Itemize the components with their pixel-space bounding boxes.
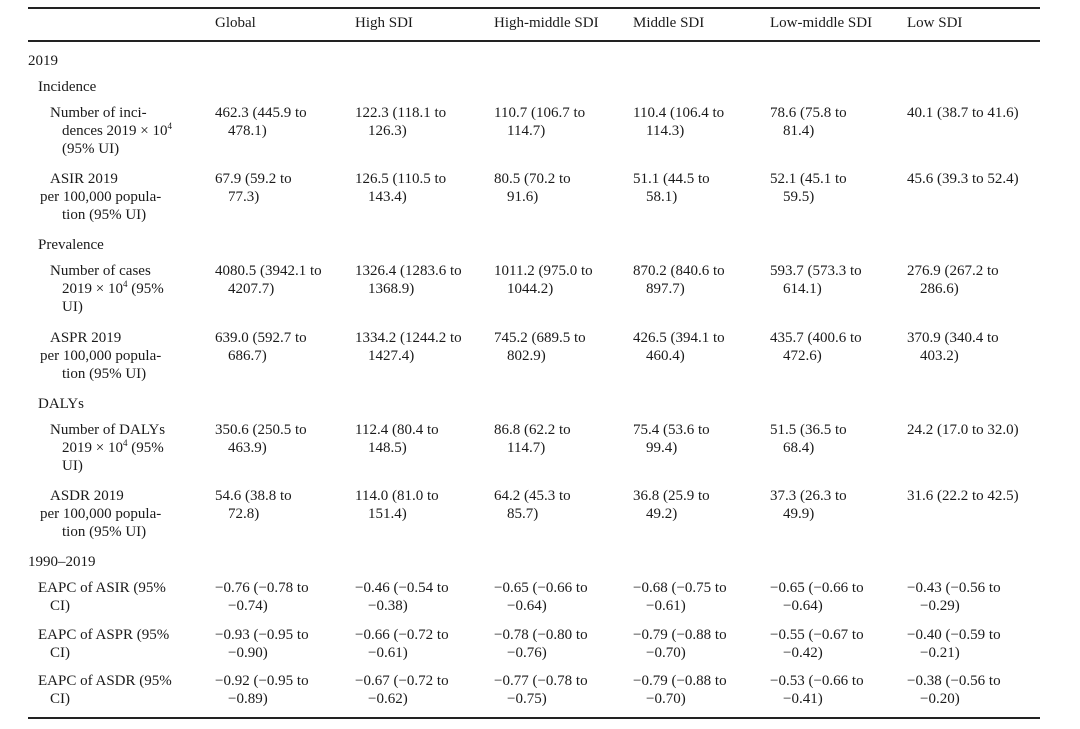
table-cell: −0.55 (−0.67 to −0.42) xyxy=(770,627,864,661)
table-cell: 426.5 (394.1 to 460.4) xyxy=(633,330,725,364)
table-cell: 435.7 (400.6 to 472.6) xyxy=(770,330,862,364)
table-cell: 370.9 (340.4 to 403.2) xyxy=(907,330,999,364)
table-cell: 4080.5 (3942.1 to 4207.7) xyxy=(215,263,322,297)
table-cell: 110.7 (106.7 to 114.7) xyxy=(494,105,586,139)
section-prevalence: Prevalence xyxy=(38,237,104,253)
table-header-rule xyxy=(28,40,1040,42)
table-cell: 51.5 (36.5 to 68.4) xyxy=(770,422,847,456)
row-label-incidence-number: Number of inci- dences 2019 × 104 (95% U… xyxy=(50,105,173,157)
table-cell: −0.65 (−0.66 to −0.64) xyxy=(494,580,588,614)
table-cell: 45.6 (39.3 to 52.4) xyxy=(907,171,1019,187)
table-cell: 462.3 (445.9 to 478.1) xyxy=(215,105,307,139)
table-cell: 122.3 (118.1 to 126.3) xyxy=(355,105,447,139)
table-cell: 54.6 (38.8 to 72.8) xyxy=(215,488,292,522)
col-header-low-middle-sdi: Low-middle SDI xyxy=(770,15,873,31)
table-cell: 1326.4 (1283.6 to 1368.9) xyxy=(355,263,462,297)
table-cell: −0.76 (−0.78 to −0.74) xyxy=(215,580,309,614)
table-cell: −0.67 (−0.72 to −0.62) xyxy=(355,673,449,707)
table-cell: −0.92 (−0.95 to −0.89) xyxy=(215,673,309,707)
table-cell: 37.3 (26.3 to 49.9) xyxy=(770,488,847,522)
col-header-middle-sdi: Middle SDI xyxy=(633,15,705,31)
table-cell: 593.7 (573.3 to 614.1) xyxy=(770,263,862,297)
table-cell: 870.2 (840.6 to 897.7) xyxy=(633,263,725,297)
table-cell: −0.93 (−0.95 to −0.90) xyxy=(215,627,309,661)
table-top-rule xyxy=(28,7,1040,9)
table-cell: 64.2 (45.3 to 85.7) xyxy=(494,488,571,522)
col-header-high-middle-sdi: High-middle SDI xyxy=(494,15,599,31)
table-bottom-rule xyxy=(28,717,1040,719)
section-incidence: Incidence xyxy=(38,79,97,95)
table-cell: −0.40 (−0.59 to −0.21) xyxy=(907,627,1001,661)
table-cell: −0.43 (−0.56 to −0.29) xyxy=(907,580,1001,614)
row-label-eapc-aspr: EAPC of ASPR (95% CI) xyxy=(38,627,170,661)
row-label-aspr: ASPR 2019 per 100,000 popula- tion (95% … xyxy=(40,330,162,382)
table-cell: 51.1 (44.5 to 58.1) xyxy=(633,171,710,205)
table-cell: 126.5 (110.5 to 143.4) xyxy=(355,171,447,205)
table-cell: −0.78 (−0.80 to −0.76) xyxy=(494,627,588,661)
table-cell: −0.79 (−0.88 to −0.70) xyxy=(633,673,727,707)
table-cell: 31.6 (22.2 to 42.5) xyxy=(907,488,1019,504)
row-label-eapc-asdr: EAPC of ASDR (95% CI) xyxy=(38,673,172,707)
table-cell: 78.6 (75.8 to 81.4) xyxy=(770,105,847,139)
table-cell: −0.46 (−0.54 to −0.38) xyxy=(355,580,449,614)
table-cell: 639.0 (592.7 to 686.7) xyxy=(215,330,307,364)
table-cell: −0.68 (−0.75 to −0.61) xyxy=(633,580,727,614)
table-cell: 114.0 (81.0 to 151.4) xyxy=(355,488,439,522)
table-cell: 276.9 (267.2 to 286.6) xyxy=(907,263,999,297)
row-label-asdr: ASDR 2019 per 100,000 popula- tion (95% … xyxy=(40,488,162,540)
table-cell: 40.1 (38.7 to 41.6) xyxy=(907,105,1019,121)
table-cell: 86.8 (62.2 to 114.7) xyxy=(494,422,571,456)
table-cell: 350.6 (250.5 to 463.9) xyxy=(215,422,307,456)
table-cell: −0.38 (−0.56 to −0.20) xyxy=(907,673,1001,707)
table-cell: 36.8 (25.9 to 49.2) xyxy=(633,488,710,522)
table-cell: 67.9 (59.2 to 77.3) xyxy=(215,171,292,205)
col-header-global: Global xyxy=(215,15,256,31)
row-label-eapc-asir: EAPC of ASIR (95% CI) xyxy=(38,580,166,614)
table-cell: 1011.2 (975.0 to 1044.2) xyxy=(494,263,593,297)
row-label-asir: ASIR 2019 per 100,000 popula- tion (95% … xyxy=(40,171,162,223)
table-cell: 110.4 (106.4 to 114.3) xyxy=(633,105,725,139)
table-cell: 112.4 (80.4 to 148.5) xyxy=(355,422,439,456)
col-header-high-sdi: High SDI xyxy=(355,15,413,31)
row-label-dalys-number: Number of DALYs 2019 × 104 (95% UI) xyxy=(50,422,166,474)
col-header-low-sdi: Low SDI xyxy=(907,15,963,31)
table-cell: 75.4 (53.6 to 99.4) xyxy=(633,422,710,456)
table-cell: 80.5 (70.2 to 91.6) xyxy=(494,171,571,205)
table-cell: 745.2 (689.5 to 802.9) xyxy=(494,330,586,364)
table-cell: 1334.2 (1244.2 to 1427.4) xyxy=(355,330,462,364)
table-cell: −0.77 (−0.78 to −0.75) xyxy=(494,673,588,707)
table-cell: 52.1 (45.1 to 59.5) xyxy=(770,171,847,205)
table-cell: −0.53 (−0.66 to −0.41) xyxy=(770,673,864,707)
section-1990-2019: 1990–2019 xyxy=(28,554,96,570)
row-label-prevalence-number: Number of cases 2019 × 104 (95% UI) xyxy=(50,263,164,315)
table-cell: −0.79 (−0.88 to −0.70) xyxy=(633,627,727,661)
table-cell: −0.66 (−0.72 to −0.61) xyxy=(355,627,449,661)
section-year-2019: 2019 xyxy=(28,53,58,69)
table-cell: −0.65 (−0.66 to −0.64) xyxy=(770,580,864,614)
section-dalys: DALYs xyxy=(38,396,84,412)
table-cell: 24.2 (17.0 to 32.0) xyxy=(907,422,1019,438)
